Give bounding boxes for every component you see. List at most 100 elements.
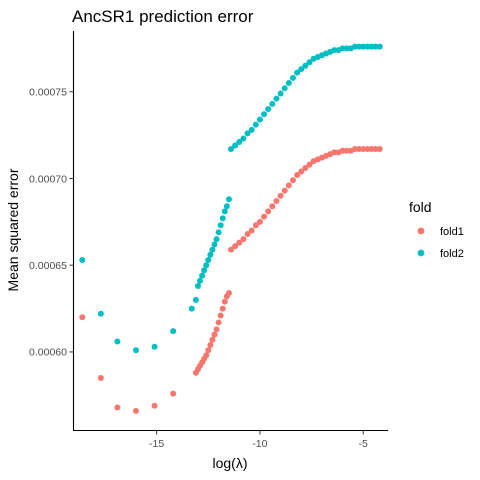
point-fold2-42 (302, 62, 309, 69)
point-fold1-26 (240, 236, 247, 243)
point-fold1-29 (252, 222, 259, 229)
point-fold1-3 (132, 407, 139, 414)
point-fold2-3 (132, 347, 139, 354)
point-fold2-55 (356, 43, 363, 50)
point-fold1-22 (225, 289, 232, 296)
point-fold1-24 (232, 243, 239, 250)
point-fold1-39 (294, 171, 301, 178)
point-fold1-36 (281, 187, 288, 194)
point-fold2-4 (151, 343, 158, 350)
point-fold2-32 (261, 111, 268, 118)
series-fold2 (79, 43, 383, 354)
legend-marker-fold1 (417, 227, 425, 235)
point-fold1-14 (209, 336, 216, 343)
point-fold2-60 (376, 43, 383, 50)
point-fold1-55 (360, 145, 367, 152)
y-axis-ticks: 0.00060 0.00065 0.00070 0.00075 (29, 87, 74, 359)
point-fold1-30 (256, 218, 263, 225)
point-fold1-42 (306, 161, 313, 168)
point-fold2-56 (360, 43, 367, 50)
point-fold1-56 (364, 145, 371, 152)
point-fold1-27 (244, 230, 251, 237)
point-fold1-17 (215, 319, 222, 326)
point-fold2-34 (269, 100, 276, 107)
x-tick-label: -10 (252, 438, 267, 450)
point-fold2-20 (219, 215, 226, 222)
point-fold2-18 (215, 229, 222, 236)
chart-title: AncSR1 prediction error (72, 7, 254, 26)
point-fold2-22 (223, 203, 230, 210)
point-fold1-28 (248, 227, 255, 234)
points-layer (79, 43, 383, 414)
point-fold1-38 (289, 177, 296, 184)
point-fold2-58 (368, 43, 375, 50)
point-fold1-0 (79, 314, 86, 321)
point-fold2-10 (199, 272, 206, 279)
point-fold2-36 (277, 90, 284, 97)
point-fold2-5 (170, 328, 177, 335)
point-fold1-40 (298, 168, 305, 175)
legend-marker-fold2 (417, 249, 425, 257)
point-fold2-19 (217, 222, 224, 229)
point-fold1-35 (277, 192, 284, 199)
point-fold2-9 (197, 277, 204, 284)
point-fold2-57 (364, 43, 371, 50)
legend: fold fold1 fold2 (409, 199, 464, 260)
y-tick-label: 0.00075 (29, 87, 67, 99)
point-fold1-19 (219, 305, 226, 312)
point-fold2-1 (97, 310, 104, 317)
point-fold2-14 (207, 251, 214, 258)
point-fold2-31 (256, 116, 263, 123)
y-tick-label: 0.00065 (29, 260, 67, 272)
point-fold1-41 (302, 165, 309, 172)
point-fold2-37 (281, 85, 288, 92)
point-fold2-12 (203, 262, 210, 269)
point-fold2-7 (192, 296, 199, 303)
point-fold1-58 (372, 145, 379, 152)
point-fold1-51 (343, 147, 350, 154)
point-fold1-33 (269, 203, 276, 210)
point-fold2-39 (289, 74, 296, 81)
point-fold1-16 (213, 326, 220, 333)
point-fold2-27 (240, 135, 247, 142)
point-fold1-13 (207, 342, 214, 348)
point-fold2-6 (188, 305, 195, 312)
point-fold1-18 (217, 312, 224, 319)
x-axis-label: log(λ) (212, 455, 247, 471)
point-fold2-59 (372, 43, 379, 50)
y-tick-label: 0.00060 (29, 347, 67, 359)
point-fold2-21 (221, 208, 228, 215)
point-fold2-26 (236, 139, 243, 146)
point-fold1-11 (203, 352, 210, 359)
point-fold2-49 (331, 47, 338, 54)
point-fold2-25 (232, 142, 239, 149)
point-fold2-17 (213, 236, 220, 243)
point-fold1-37 (285, 182, 292, 189)
legend-label-fold1: fold1 (440, 226, 464, 238)
point-fold2-35 (273, 95, 280, 102)
point-fold1-50 (339, 147, 346, 154)
point-fold2-52 (343, 45, 350, 52)
point-fold1-25 (236, 239, 243, 246)
point-fold1-20 (221, 298, 228, 305)
point-fold1-15 (211, 331, 218, 338)
point-fold1-34 (273, 198, 280, 205)
point-fold2-54 (351, 43, 358, 50)
point-fold1-32 (265, 208, 272, 215)
point-fold2-0 (79, 256, 86, 263)
point-fold1-54 (356, 145, 363, 152)
x-tick-label: -5 (359, 438, 368, 450)
point-fold2-8 (194, 283, 201, 290)
point-fold2-28 (244, 130, 251, 137)
x-axis-ticks: -15 -10 -5 (149, 430, 368, 450)
point-fold2-15 (209, 246, 216, 253)
point-fold2-51 (339, 45, 346, 52)
point-fold2-11 (201, 267, 208, 274)
point-fold2-38 (285, 80, 292, 87)
point-fold2-29 (248, 126, 255, 133)
y-tick-label: 0.00070 (29, 173, 67, 185)
point-fold1-48 (331, 149, 338, 156)
point-fold2-40 (294, 69, 301, 76)
point-fold2-24 (228, 145, 234, 152)
